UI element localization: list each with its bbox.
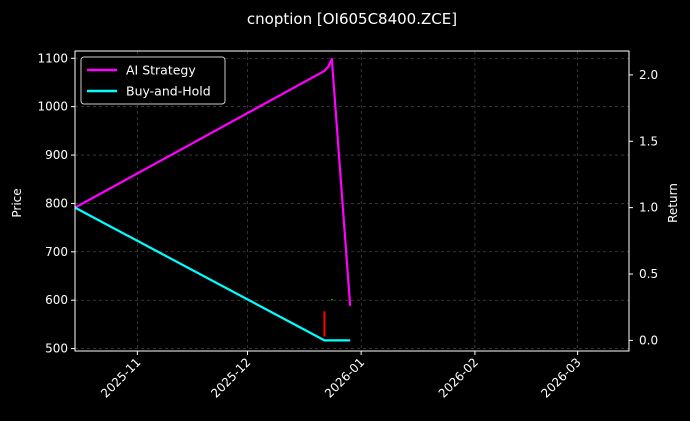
legend-label-ai-strategy: AI Strategy: [126, 63, 196, 78]
y2-tick-label: 2.0: [639, 68, 658, 82]
series-lines: [74, 57, 352, 342]
legend: AI Strategy Buy-and-Hold: [80, 56, 226, 105]
y2-tick-label: 1.0: [639, 201, 658, 215]
series-line-buy-and-hold: [74, 206, 351, 342]
series-line-ai-strategy: [74, 57, 352, 306]
y2-axis-title: Return: [666, 183, 680, 223]
y-tick-label: 900: [45, 148, 68, 162]
y2-tick-label: 0.5: [639, 267, 658, 281]
grid: [75, 51, 629, 351]
y-tick-label: 700: [45, 245, 68, 259]
y2-tick-label: 1.5: [639, 134, 658, 148]
y-tick-label: 500: [45, 342, 68, 356]
y-axis-right: 0.0 0.5 1.0 1.5 2.0: [629, 68, 658, 347]
y-tick-label: 600: [45, 293, 68, 307]
price-marks: [323, 299, 333, 337]
chart-title: cnoption [OI605C8400.ZCE]: [247, 10, 457, 28]
y-axis-title: Price: [10, 188, 24, 217]
y-tick-label: 1000: [37, 100, 68, 114]
y-tick-label: 800: [45, 196, 68, 210]
y-tick-label: 1100: [37, 51, 68, 65]
y-axis-left: 500 600 700 800 900 1000 1100: [37, 51, 75, 356]
y2-tick-label: 0.0: [639, 333, 658, 347]
plot-frame: [74, 50, 630, 352]
legend-label-buy-and-hold: Buy-and-Hold: [126, 84, 211, 99]
